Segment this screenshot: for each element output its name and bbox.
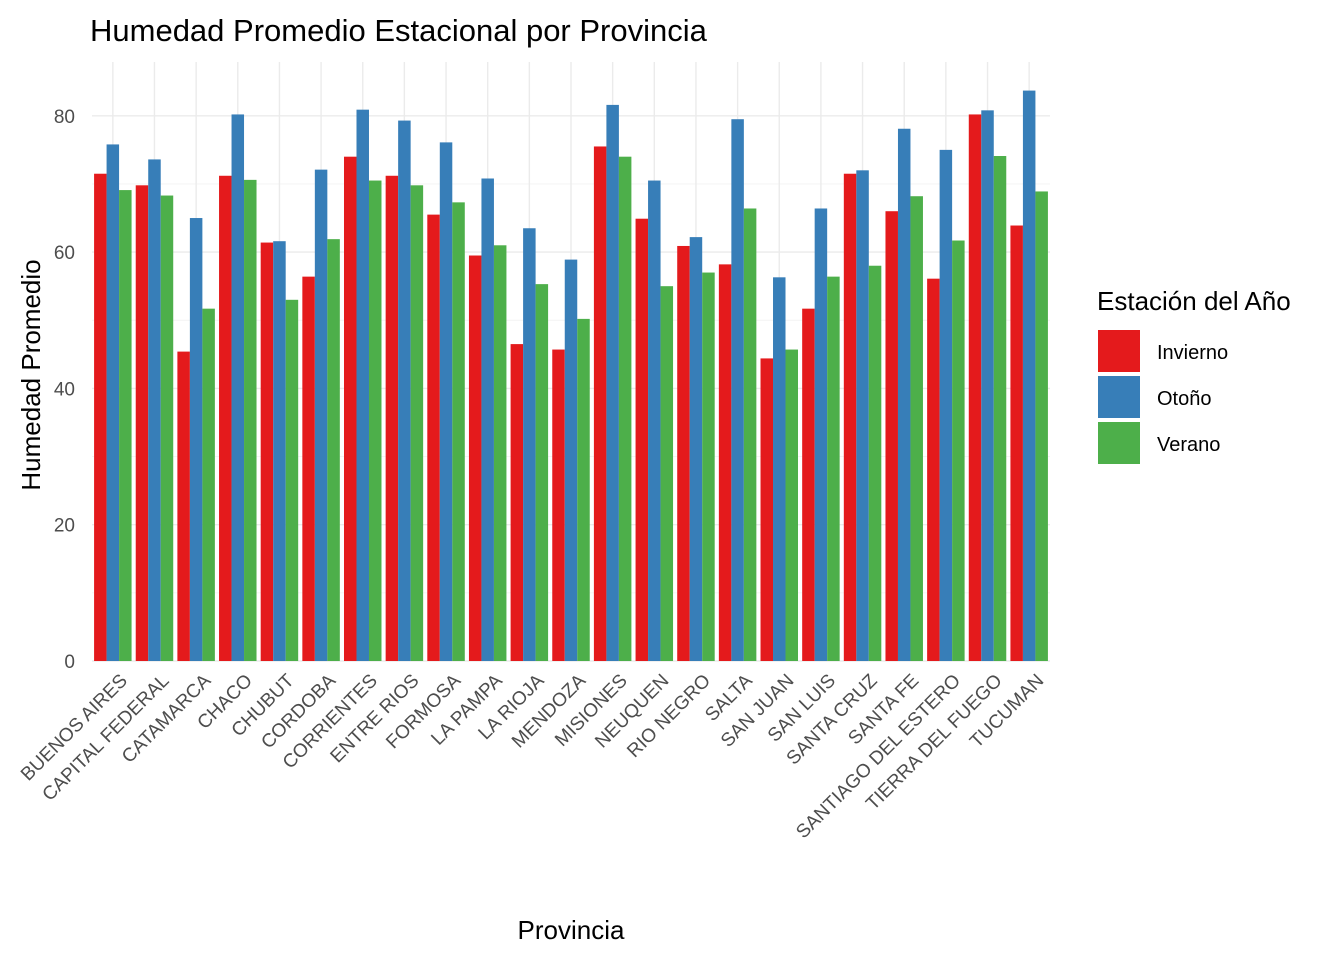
y-tick-label: 20 — [54, 516, 75, 537]
bar-otono-rio-negro — [689, 237, 703, 661]
bar-otono-capital-federal — [148, 159, 161, 661]
bar-otono-tierra-del-fuego — [981, 110, 994, 661]
bar-otono-chaco — [231, 114, 245, 661]
legend-key-invierno — [1098, 330, 1140, 372]
bar-invierno-cordoba — [302, 276, 315, 661]
bar-verano-rio-negro — [702, 272, 715, 661]
bar-otono-tucuman — [1022, 90, 1036, 662]
bar-invierno-santiago-del-estero — [927, 278, 940, 661]
bar-verano-buenos-aires — [119, 190, 132, 661]
bar-verano-san-luis — [827, 276, 840, 661]
bar-verano-san-juan — [785, 349, 799, 661]
bar-otono-formosa — [439, 142, 453, 662]
legend-title: Estación del Año — [1097, 286, 1291, 316]
bar-otono-la-rioja — [523, 228, 536, 661]
bar-invierno-rio-negro — [677, 245, 690, 662]
legend: Estación del Año Invierno Otoño Verano — [1097, 286, 1291, 464]
bar-otono-san-juan — [773, 277, 786, 661]
y-tick-label: 80 — [54, 107, 75, 128]
bar-otono-mendoza — [564, 259, 578, 661]
bar-verano-cordoba — [327, 239, 340, 662]
bar-otono-chubut — [273, 241, 286, 662]
bar-verano-catamarca — [202, 308, 215, 661]
legend-key-verano — [1098, 422, 1140, 464]
bars — [94, 90, 1048, 662]
bar-verano-chubut — [285, 299, 299, 661]
bar-otono-cordoba — [314, 169, 328, 662]
bar-verano-la-pampa — [493, 245, 507, 661]
bar-invierno-salta — [718, 264, 732, 661]
bar-verano-corrientes — [368, 180, 382, 662]
legend-key-otono — [1098, 376, 1140, 418]
chart-title: Humedad Promedio Estacional por Provinci… — [90, 13, 708, 48]
bar-verano-neuquen — [660, 286, 674, 661]
bar-verano-tierra-del-fuego — [993, 156, 1007, 662]
bar-otono-la-pampa — [481, 178, 494, 662]
bar-otono-santa-fe — [897, 128, 911, 661]
legend-label-otono: Otoño — [1157, 388, 1211, 410]
y-tick-label: 40 — [54, 379, 75, 400]
bar-verano-santa-cruz — [868, 265, 882, 661]
bar-otono-san-luis — [814, 208, 828, 661]
bar-otono-neuquen — [648, 180, 661, 662]
bar-invierno-la-rioja — [510, 344, 524, 661]
bar-invierno-san-luis — [802, 308, 815, 661]
bar-otono-santa-cruz — [856, 170, 869, 661]
bar-invierno-misiones — [593, 146, 607, 661]
bar-otono-salta — [731, 119, 744, 661]
y-tick-label: 0 — [64, 652, 75, 673]
bar-verano-salta — [743, 208, 757, 661]
bar-verano-misiones — [618, 156, 632, 661]
y-axis-ticks: 0 20 40 60 80 — [54, 107, 75, 673]
bar-verano-capital-federal — [160, 195, 174, 661]
bar-verano-chaco — [244, 179, 257, 661]
bar-invierno-la-pampa — [468, 255, 482, 661]
bar-verano-la-rioja — [535, 284, 549, 661]
bar-verano-santa-fe — [910, 196, 923, 662]
bar-verano-entre-rios — [410, 185, 424, 662]
bar-invierno-buenos-aires — [94, 173, 107, 662]
bar-otono-catamarca — [189, 218, 203, 661]
bar-otono-buenos-aires — [106, 144, 120, 662]
bar-invierno-catamarca — [177, 351, 190, 661]
bar-invierno-capital-federal — [135, 185, 149, 662]
bar-otono-corrientes — [356, 109, 369, 661]
bar-invierno-chubut — [260, 242, 274, 661]
bar-verano-formosa — [452, 202, 465, 661]
bar-invierno-san-juan — [760, 358, 774, 661]
bar-invierno-neuquen — [635, 218, 649, 662]
bar-invierno-santa-fe — [885, 211, 898, 661]
legend-items: Invierno Otoño Verano — [1098, 330, 1228, 464]
bar-verano-tucuman — [1035, 191, 1048, 661]
bar-otono-entre-rios — [398, 120, 411, 662]
bar-invierno-chaco — [219, 175, 232, 661]
bar-invierno-santa-cruz — [843, 173, 857, 662]
bar-otono-santiago-del-estero — [939, 149, 953, 661]
bar-verano-mendoza — [577, 318, 590, 661]
x-axis-title: Provincia — [518, 915, 625, 945]
legend-label-invierno: Invierno — [1157, 342, 1228, 364]
bar-invierno-tierra-del-fuego — [968, 114, 982, 661]
bar-invierno-entre-rios — [385, 175, 399, 661]
bar-invierno-tucuman — [1010, 225, 1023, 662]
bar-invierno-mendoza — [552, 349, 565, 661]
y-tick-label: 60 — [54, 243, 75, 264]
bar-invierno-corrientes — [343, 156, 357, 661]
legend-label-verano: Verano — [1157, 434, 1220, 456]
y-axis-title: Humedad Promedio — [16, 259, 46, 490]
bar-verano-santiago-del-estero — [952, 240, 965, 661]
bar-otono-misiones — [606, 104, 619, 661]
bar-invierno-formosa — [427, 214, 440, 661]
